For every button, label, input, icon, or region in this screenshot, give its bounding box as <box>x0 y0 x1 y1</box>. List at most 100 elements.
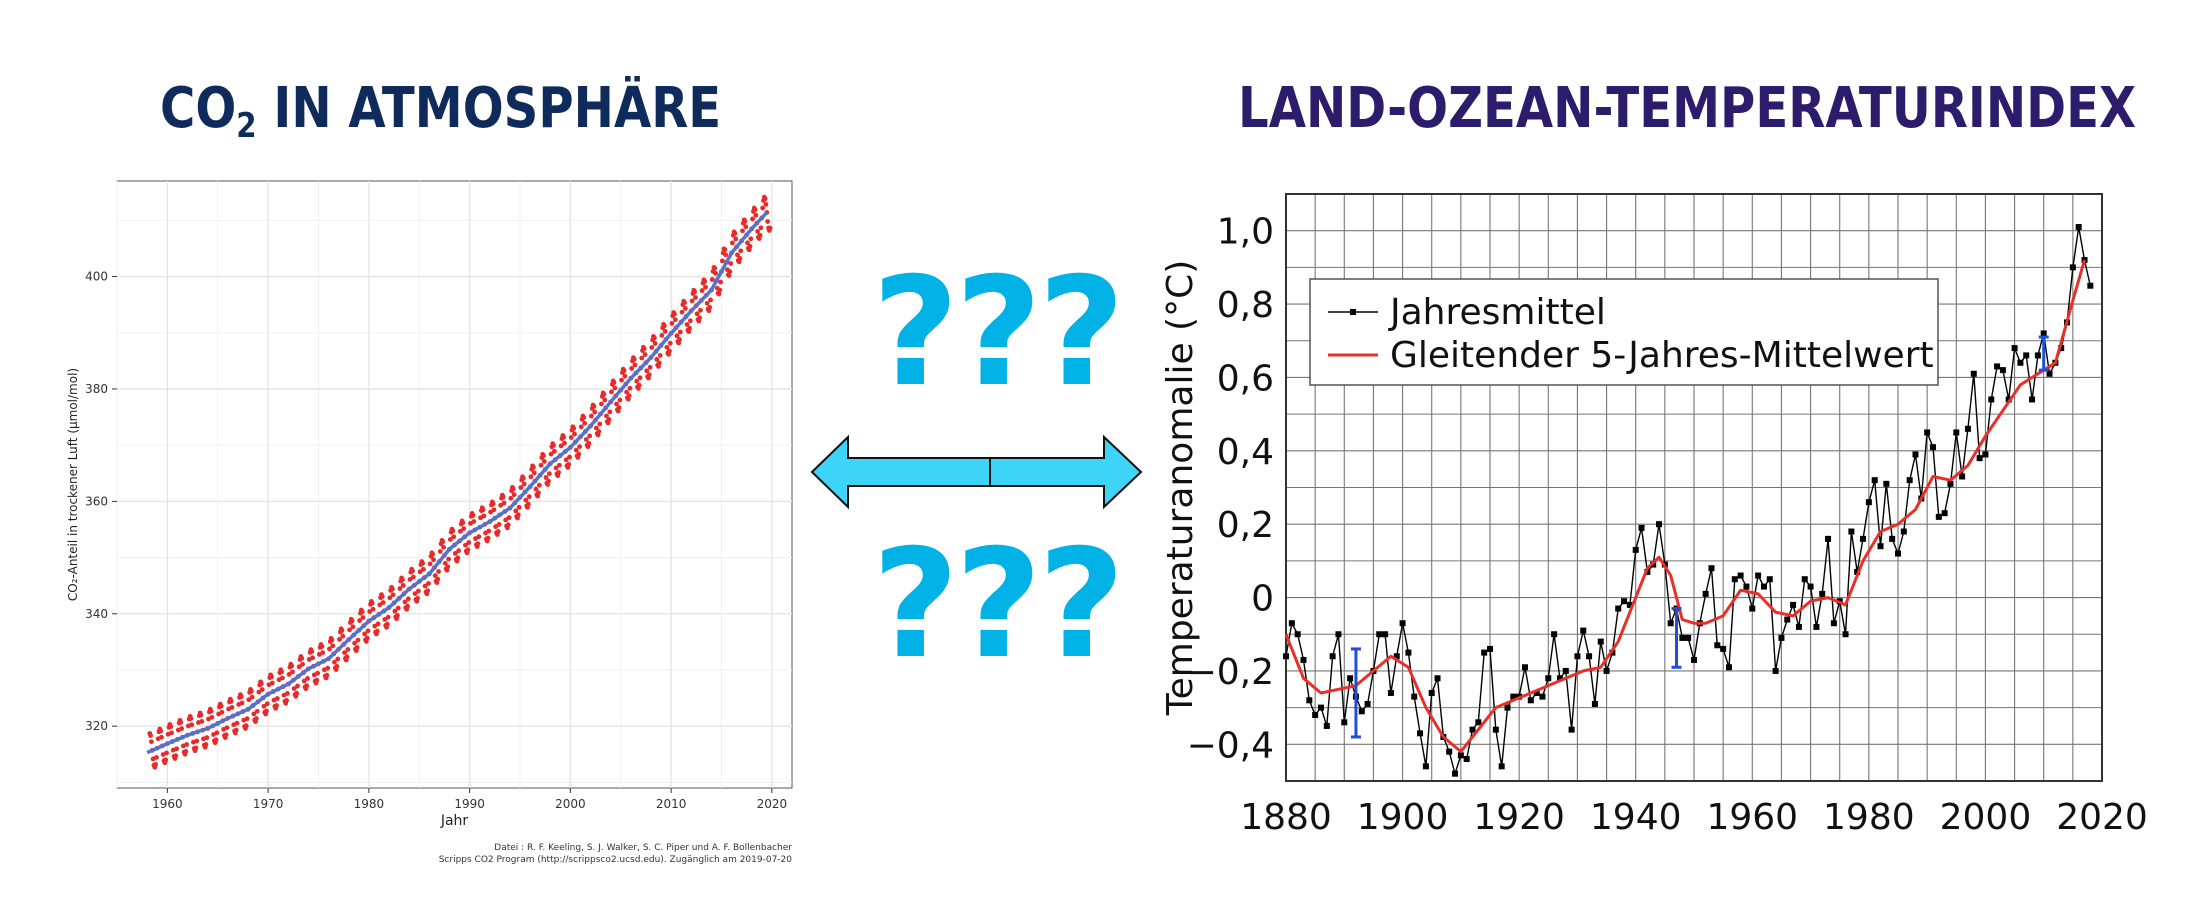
co2-monthly-point <box>733 236 739 242</box>
co2-monthly-point <box>687 325 692 331</box>
co2-monthly-point <box>193 745 199 751</box>
co2-y-tick-label: 400 <box>85 270 108 284</box>
co2-monthly-point <box>168 724 174 730</box>
co2-monthly-point <box>163 757 169 763</box>
temp-annual-point <box>1941 510 1948 517</box>
co2-x-tick-label: 1980 <box>354 797 385 811</box>
co2-monthly-point <box>583 437 589 442</box>
co2-monthly-point <box>246 697 252 703</box>
co2-monthly-point <box>264 701 270 707</box>
co2-monthly-point <box>344 654 350 660</box>
co2-monthly-point <box>674 333 680 339</box>
temp-annual-point <box>1935 513 1942 520</box>
co2-monthly-point <box>370 606 376 612</box>
co2-monthly-point <box>621 368 627 373</box>
temp-x-tick-label: 1980 <box>1823 797 1915 838</box>
temp-annual-point <box>1469 726 1476 733</box>
co2-monthly-point <box>330 643 336 649</box>
temp-annual-point <box>2034 352 2041 359</box>
co2-monthly-point <box>199 718 205 724</box>
co2-monthly-point <box>198 712 204 718</box>
co2-monthly-point <box>149 739 154 745</box>
temp-annual-point <box>1574 653 1581 660</box>
co2-monthly-point <box>699 288 705 293</box>
co2-monthly-point <box>762 196 768 202</box>
co2-monthly-point <box>471 519 477 524</box>
temp-x-tick-label: 2020 <box>2056 797 2148 838</box>
co2-monthly-point <box>740 228 745 234</box>
co2-monthly-point <box>616 405 622 411</box>
co2-monthly-point <box>627 385 633 391</box>
temp-y-axis-label: Temperaturanomalie (°C) <box>1160 260 1201 717</box>
temp-annual-point <box>1842 631 1849 638</box>
co2-monthly-point <box>631 356 637 362</box>
co2-monthly-point <box>214 730 220 736</box>
co2-monthly-point <box>345 647 351 652</box>
co2-monthly-point <box>320 650 326 656</box>
co2-monthly-point <box>543 475 549 480</box>
temp-y-tick-label: 0,6 <box>1217 358 1274 399</box>
co2-monthly-point <box>204 735 210 741</box>
co2-monthly-point <box>588 413 594 419</box>
temp-annual-point <box>1364 700 1371 707</box>
co2-monthly-point <box>661 323 667 329</box>
temp-annual-point <box>1959 473 1966 480</box>
co2-monthly-point <box>261 703 267 709</box>
co2-monthly-point <box>164 750 169 756</box>
co2-monthly-point <box>430 551 436 557</box>
co2-monthly-point <box>183 749 189 754</box>
temp-annual-point <box>1399 620 1406 627</box>
temp-annual-point <box>1929 444 1936 451</box>
co2-monthly-point <box>629 366 635 371</box>
co2-monthly-point <box>314 677 320 683</box>
temp-annual-point <box>1848 528 1855 535</box>
co2-monthly-point <box>213 737 219 743</box>
temp-annual-point <box>2058 345 2065 352</box>
co2-monthly-point <box>233 727 239 733</box>
co2-monthly-point <box>342 650 347 655</box>
co2-monthly-point <box>364 635 370 641</box>
co2-x-tick-label: 2000 <box>555 797 586 811</box>
temp-annual-point <box>1545 675 1552 682</box>
co2-x-tick-label: 1990 <box>454 797 485 811</box>
temp-annual-point <box>1539 693 1546 700</box>
co2-monthly-point <box>375 621 381 627</box>
co2-monthly-point <box>672 317 678 323</box>
co2-monthly-point <box>310 655 316 661</box>
co2-monthly-point <box>194 738 200 744</box>
co2-monthly-point <box>259 687 265 692</box>
co2-monthly-point <box>284 698 289 703</box>
co2-monthly-point <box>481 513 487 519</box>
co2-monthly-point <box>158 728 164 734</box>
co2-monthly-point <box>435 576 441 582</box>
co2-monthly-point <box>426 581 431 586</box>
temp-annual-point <box>1819 590 1826 597</box>
co2-monthly-point <box>159 734 164 740</box>
temp-annual-point <box>1766 576 1773 583</box>
co2-monthly-point <box>415 588 421 594</box>
co2-monthly-point <box>285 691 290 696</box>
co2-monthly-point <box>389 586 395 592</box>
temp-annual-point <box>1982 451 1989 458</box>
co2-monthly-point <box>546 471 552 477</box>
co2-monthly-point <box>562 440 567 446</box>
co2-monthly-point <box>309 649 315 654</box>
temp-annual-point <box>1283 653 1289 660</box>
co2-monthly-point <box>727 269 733 275</box>
co2-monthly-point <box>626 393 632 399</box>
co2-monthly-point <box>587 433 593 439</box>
co2-monthly-point <box>422 583 428 589</box>
co2-monthly-point <box>679 309 685 315</box>
co2-monthly-point <box>332 659 337 665</box>
co2-monthly-point <box>402 599 408 605</box>
temp-annual-point <box>1422 763 1429 770</box>
co2-monthly-point <box>760 205 766 211</box>
co2-monthly-point <box>723 252 729 258</box>
temp-annual-point <box>1790 601 1797 608</box>
co2-monthly-point <box>592 409 598 415</box>
co2-monthly-point <box>450 528 456 534</box>
co2-monthly-point <box>279 675 285 681</box>
co2-monthly-point <box>607 409 613 415</box>
co2-monthly-point <box>385 614 391 620</box>
